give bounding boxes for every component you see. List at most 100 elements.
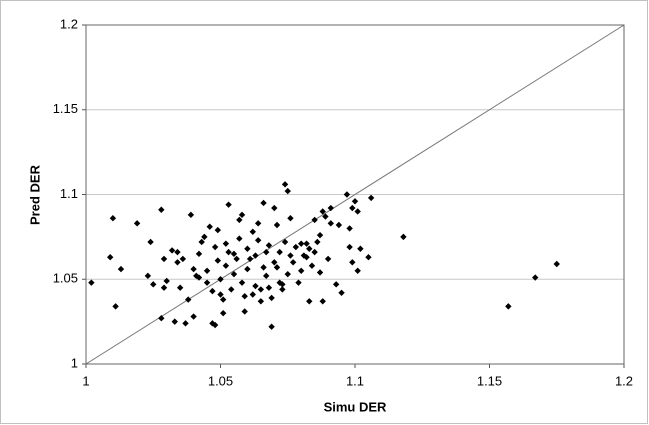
point	[214, 226, 222, 234]
point	[244, 245, 251, 252]
point	[268, 294, 275, 302]
point	[303, 254, 310, 261]
point	[365, 254, 372, 261]
point	[182, 320, 189, 327]
point	[219, 296, 227, 303]
point	[505, 303, 512, 310]
point	[338, 289, 345, 297]
point	[367, 194, 375, 202]
point	[281, 238, 289, 246]
point	[217, 276, 224, 283]
point	[306, 298, 313, 305]
point	[249, 228, 256, 235]
point	[354, 267, 361, 274]
point	[346, 243, 353, 251]
point	[346, 225, 353, 232]
point	[236, 235, 243, 242]
point	[319, 208, 326, 215]
point	[252, 282, 259, 290]
point	[219, 309, 227, 317]
point	[260, 199, 267, 207]
point	[228, 286, 235, 293]
point	[179, 255, 187, 263]
point	[187, 211, 195, 219]
x-axis-title: Simu DER	[324, 399, 387, 414]
point	[271, 204, 278, 212]
point	[276, 248, 283, 256]
point	[144, 272, 152, 280]
point	[241, 293, 248, 300]
point	[311, 248, 318, 256]
y-tick-label: 1.2	[60, 16, 78, 31]
point	[289, 259, 297, 266]
point	[211, 243, 219, 251]
point	[217, 291, 224, 298]
point	[263, 272, 270, 280]
point	[190, 313, 197, 320]
point	[168, 247, 176, 254]
point	[252, 252, 259, 259]
point	[273, 221, 281, 229]
point	[203, 267, 211, 274]
point	[322, 213, 329, 220]
point	[209, 287, 216, 295]
point	[195, 274, 203, 281]
point	[163, 277, 170, 285]
point	[298, 240, 305, 247]
point	[241, 308, 248, 315]
point	[357, 245, 364, 252]
y-tick-label: 1.05	[53, 271, 78, 286]
point	[249, 291, 256, 298]
point	[174, 248, 181, 256]
point	[287, 252, 294, 259]
point	[260, 264, 267, 271]
point	[107, 254, 114, 261]
point	[292, 243, 300, 251]
point	[295, 279, 302, 286]
point	[147, 238, 154, 246]
point	[332, 281, 340, 288]
point	[553, 260, 560, 268]
point	[298, 267, 305, 274]
point	[314, 238, 321, 246]
point	[257, 298, 265, 305]
y-tick-label: 1	[71, 355, 78, 370]
point	[343, 191, 351, 198]
point	[225, 201, 232, 208]
point	[211, 321, 219, 329]
point	[279, 281, 286, 288]
point	[319, 298, 326, 305]
plot-border	[85, 24, 625, 365]
point	[176, 284, 184, 291]
point	[230, 270, 238, 278]
point	[316, 231, 324, 239]
point	[265, 284, 273, 291]
point	[230, 250, 238, 258]
point	[244, 265, 251, 273]
point	[400, 233, 407, 241]
point	[287, 215, 294, 222]
y-tick-label: 1.1	[60, 186, 78, 201]
point	[284, 187, 291, 195]
point	[311, 216, 318, 224]
point	[201, 233, 208, 241]
point	[158, 206, 165, 213]
point	[198, 238, 205, 246]
point	[284, 270, 291, 278]
point	[246, 255, 254, 263]
point	[327, 204, 334, 212]
point	[281, 181, 289, 188]
point	[316, 269, 324, 276]
point	[185, 296, 192, 303]
point	[150, 281, 157, 288]
reference-line	[85, 24, 625, 365]
point	[263, 248, 270, 256]
point	[190, 265, 197, 273]
point	[532, 274, 539, 281]
point	[254, 237, 262, 244]
point	[335, 221, 343, 229]
point	[238, 279, 246, 286]
point	[214, 257, 222, 264]
point	[254, 220, 262, 227]
